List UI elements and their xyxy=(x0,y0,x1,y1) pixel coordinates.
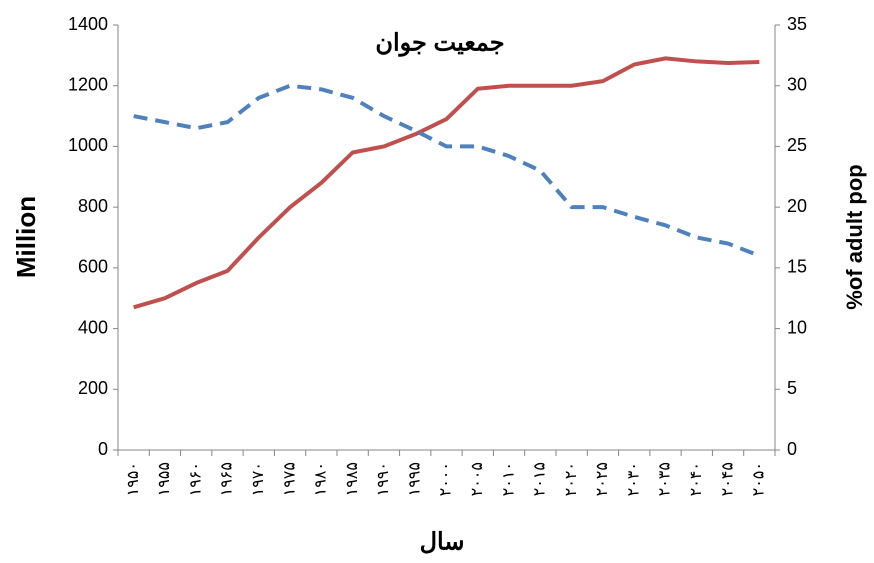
x-tick-label: ۱۹۹۵ xyxy=(406,462,423,496)
y2-tick-label: 15 xyxy=(787,257,807,277)
data-line xyxy=(133,83,761,258)
y-tick-label: 800 xyxy=(78,196,108,216)
x-tick-label: ۱۹۷۰ xyxy=(250,462,267,496)
x-tick-label: ۲۰۰۰ xyxy=(438,462,455,496)
x-tick-label: ۲۰۳۵ xyxy=(657,462,674,496)
x-tick-label: ۱۹۶۵ xyxy=(219,462,236,496)
x-tick-label: ۱۹۷۵ xyxy=(281,462,298,496)
x-tick-label: ۱۹۵۵ xyxy=(156,462,173,496)
x-tick-label: ۱۹۶۰ xyxy=(187,462,204,496)
y2-tick-label: 5 xyxy=(787,378,797,398)
y2-tick-label: 10 xyxy=(787,317,807,337)
y2-tick-label: 0 xyxy=(787,439,797,459)
y2-tick-label: 25 xyxy=(787,135,807,155)
y-tick-label: 0 xyxy=(98,439,108,459)
x-tick-label: ۲۰۵۰ xyxy=(751,462,768,496)
x-tick-label: ۲۰۰۵ xyxy=(469,462,486,496)
data-line xyxy=(133,56,760,310)
x-tick-label: ۱۹۵۰ xyxy=(125,462,142,496)
y-tick-label: 400 xyxy=(78,317,108,337)
x-tick-label: ۱۹۹۰ xyxy=(375,462,392,496)
x-axis-label: سال xyxy=(420,528,465,555)
x-tick-label: ۲۰۴۵ xyxy=(719,462,736,496)
y2-axis-label: %of adult pop xyxy=(842,164,867,309)
x-tick-label: ۲۰۲۰ xyxy=(563,462,580,496)
x-tick-label: ۱۹۸۵ xyxy=(344,462,361,496)
y-tick-label: 600 xyxy=(78,257,108,277)
y2-tick-label: 20 xyxy=(787,196,807,216)
y-tick-label: 200 xyxy=(78,378,108,398)
y-tick-label: 1000 xyxy=(68,135,108,155)
x-tick-label: ۲۰۴۰ xyxy=(688,462,705,496)
chart-title: جمعیت جوان xyxy=(375,29,504,57)
x-tick-label: ۱۹۸۰ xyxy=(313,462,330,496)
x-tick-label: ۲۰۲۵ xyxy=(594,462,611,496)
y-axis-label: Million xyxy=(11,196,41,278)
y2-tick-label: 30 xyxy=(787,74,807,94)
y2-tick-label: 35 xyxy=(787,14,807,34)
x-tick-label: ۲۰۳۰ xyxy=(625,462,642,496)
y-tick-label: 1200 xyxy=(68,74,108,94)
y-tick-label: 1400 xyxy=(68,14,108,34)
x-tick-label: ۲۰۱۰ xyxy=(500,462,517,496)
x-tick-label: ۲۰۱۵ xyxy=(532,462,549,496)
